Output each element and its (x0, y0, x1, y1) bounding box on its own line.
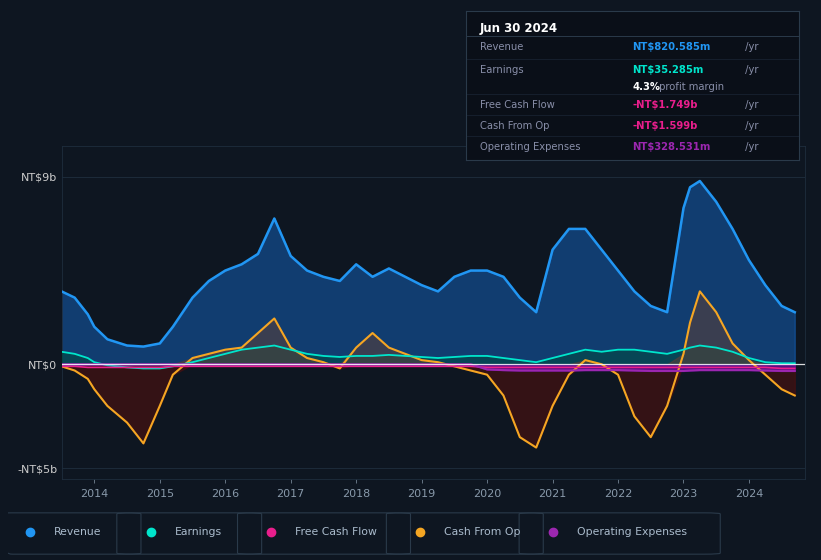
Text: NT$328.531m: NT$328.531m (632, 142, 711, 152)
Text: /yr: /yr (742, 142, 759, 152)
Text: Cash From Op: Cash From Op (479, 121, 549, 131)
Text: Jun 30 2024: Jun 30 2024 (479, 22, 557, 35)
Text: Free Cash Flow: Free Cash Flow (296, 527, 378, 537)
Text: /yr: /yr (742, 121, 759, 131)
Text: /yr: /yr (742, 64, 759, 74)
Text: profit margin: profit margin (656, 82, 724, 92)
Text: Operating Expenses: Operating Expenses (577, 527, 687, 537)
Text: Revenue: Revenue (54, 527, 102, 537)
Text: 4.3%: 4.3% (632, 82, 661, 92)
Text: NT$35.285m: NT$35.285m (632, 64, 704, 74)
Text: -NT$1.749b: -NT$1.749b (632, 100, 698, 110)
Text: Earnings: Earnings (479, 64, 523, 74)
Text: Cash From Op: Cash From Op (444, 527, 521, 537)
Text: Operating Expenses: Operating Expenses (479, 142, 580, 152)
Text: Revenue: Revenue (479, 43, 523, 53)
Text: -NT$1.599b: -NT$1.599b (632, 121, 698, 131)
Text: NT$820.585m: NT$820.585m (632, 43, 711, 53)
Text: /yr: /yr (742, 100, 759, 110)
Text: Earnings: Earnings (175, 527, 222, 537)
Text: /yr: /yr (742, 43, 759, 53)
Text: Free Cash Flow: Free Cash Flow (479, 100, 554, 110)
